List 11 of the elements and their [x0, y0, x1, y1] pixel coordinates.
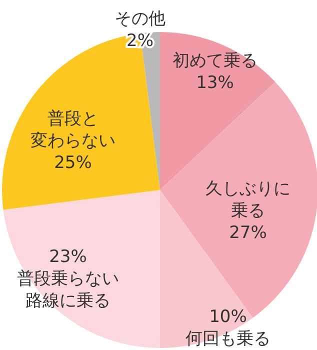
data-label: 13% — [196, 73, 234, 93]
slice-label: 久しぶりに乗る — [206, 179, 290, 221]
data-label: 10% — [209, 307, 247, 327]
slice-label: 初めて乗る — [172, 51, 258, 71]
data-label: 23% — [49, 247, 87, 267]
data-label: 25% — [54, 153, 92, 173]
slice-label: 普段と変わらない — [30, 109, 116, 151]
slice-label: 普段乗らない路線に乗る — [17, 269, 119, 311]
slice-label: 何回も乗る — [186, 329, 270, 349]
slice-label: その他 — [114, 9, 166, 29]
data-label: 27% — [229, 223, 267, 243]
